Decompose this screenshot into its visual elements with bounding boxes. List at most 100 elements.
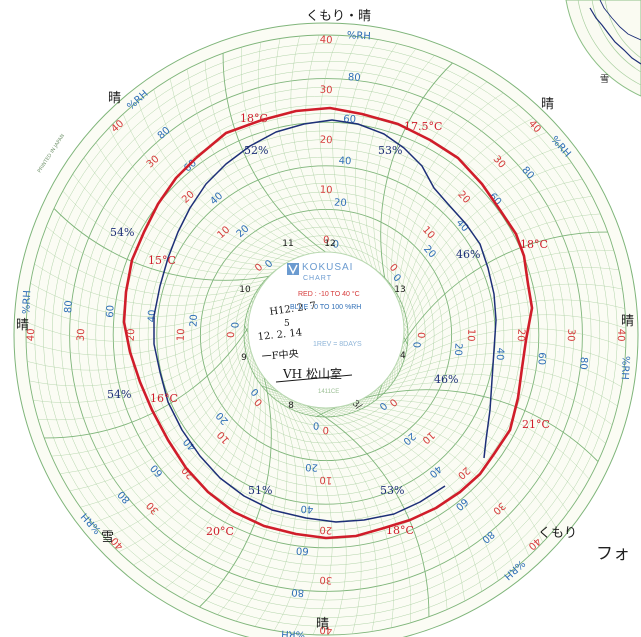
- weather-mark: 晴: [316, 617, 329, 632]
- secondary-weather-mark: 雪: [600, 74, 609, 85]
- rh-scale-label: 60: [105, 305, 117, 318]
- caption-fragment: フォ: [596, 544, 630, 564]
- rh-scale-label: 60: [535, 352, 547, 365]
- rh-scale-label: 80: [348, 72, 361, 84]
- room-underline: [275, 374, 353, 383]
- brand-name: KOKUSAI: [302, 262, 353, 273]
- rh-scale-label: 40: [494, 347, 506, 360]
- rh-scale-label: %RH: [281, 628, 306, 637]
- rh-scale-label: 0: [332, 239, 339, 250]
- temperature-note: 21°C: [522, 418, 550, 431]
- temp-scale-label: 10: [319, 474, 332, 486]
- humidity-note: 52%: [244, 144, 268, 157]
- grid-ring: [69, 78, 583, 592]
- blue-range-label: BLUE : 0 TO 100 %RH: [290, 304, 361, 311]
- temp-scale-label: 30: [76, 328, 88, 341]
- grid-ring: [112, 121, 540, 549]
- weather-mark: 晴: [621, 314, 634, 329]
- day-number: 8: [288, 401, 294, 411]
- humidity-note: 53%: [380, 484, 404, 497]
- weather-mark: くもり: [538, 526, 577, 541]
- temp-scale-label: 30: [319, 85, 332, 97]
- temp-scale-label: 20: [126, 328, 138, 341]
- location-floor: 一F中央: [261, 347, 299, 363]
- temp-scale-label: 40: [26, 328, 38, 341]
- temp-scale-label: 0: [322, 424, 329, 435]
- temperature-note: 18°C: [520, 238, 548, 251]
- kokusai-logo: KOKUSAI CHART: [287, 262, 353, 282]
- rh-scale-label: %RH: [21, 290, 33, 315]
- temp-scale-label: 10: [176, 328, 188, 341]
- temp-scale-label: 0: [226, 331, 237, 338]
- grid-ring: [199, 208, 453, 462]
- temp-scale-label: 20: [319, 524, 332, 536]
- temp-scale-label: 40: [615, 328, 627, 341]
- grid-ring: [182, 191, 470, 479]
- rh-scale-label: %RH: [619, 356, 631, 381]
- temp-scale-label: 0: [415, 332, 426, 339]
- rh-scale-label: 40: [338, 156, 351, 168]
- grid-ring: [130, 139, 522, 531]
- day-number: 12: [324, 239, 335, 249]
- humidity-note: 53%: [378, 144, 402, 157]
- temperature-note: 18°C: [240, 112, 268, 125]
- rh-scale-label: 80: [291, 586, 304, 598]
- red-range-label: RED : -10 TO 40 °C: [298, 290, 360, 298]
- rh-scale-label: 40: [300, 503, 313, 515]
- trace-annotations: 18°C 17.5°C 18°C 21°C 18°C 20°C 16°C 15°C 52% 53%…: [107, 112, 550, 538]
- rh-scale-label: 20: [452, 343, 464, 356]
- grid-ring: [86, 95, 566, 575]
- grid-ring: [43, 52, 609, 618]
- day-number: 10: [239, 285, 251, 295]
- weather-mark: 雪: [101, 530, 114, 545]
- temp-scale-label: 10: [465, 328, 477, 341]
- rh-scale-label: 20: [188, 314, 200, 327]
- grid-ring: [139, 148, 513, 522]
- humidity-note: 51%: [248, 484, 272, 497]
- rh-scale-label: 0: [230, 322, 241, 329]
- temperature-note: 15°C: [148, 254, 176, 267]
- grid-ring: [147, 156, 505, 514]
- brand-sub: CHART: [303, 275, 332, 282]
- grid-ring: [235, 244, 417, 426]
- temp-scale-label: 40: [319, 624, 332, 636]
- humidity-note: 46%: [434, 373, 458, 386]
- temperature-note: 18°C: [386, 524, 414, 537]
- humidity-note: 54%: [110, 226, 134, 239]
- temp-scale-label: 30: [319, 574, 332, 586]
- day-number: 9: [241, 353, 247, 363]
- weather-mark: 晴: [16, 318, 29, 333]
- day-number: 11: [282, 239, 293, 249]
- printed-in-japan: PRINTED IN JAPAN: [37, 133, 67, 174]
- day-number: 14: [394, 351, 406, 361]
- day-numbers: 12 13 14 8 9 10 11: [239, 239, 406, 411]
- grid-ring: [78, 87, 574, 583]
- grid-ring: [217, 226, 435, 444]
- grid-ring: [60, 69, 592, 601]
- humidity-note: 54%: [107, 388, 131, 401]
- rh-scale-label: %RH: [347, 30, 372, 42]
- temperature-note: 16°C: [150, 392, 178, 405]
- rh-scale-label: 20: [305, 461, 318, 473]
- grid-ring: [165, 174, 487, 496]
- temp-scale-label: 30: [565, 328, 577, 341]
- weather-mark: 晴: [541, 97, 554, 112]
- rh-scale-label: 40: [147, 309, 159, 322]
- temp-scale-label: 20: [515, 328, 527, 341]
- humidity-trace: [153, 119, 497, 523]
- temp-scale-label: 10: [319, 185, 332, 197]
- secondary-chart: 雪: [565, 0, 641, 97]
- temperature-note: 17.5°C: [404, 120, 442, 133]
- grid-ring: [191, 200, 461, 470]
- weather-mark: くもり・晴: [306, 9, 371, 24]
- temperature-note: 20°C: [206, 525, 234, 538]
- grid-ring: [95, 104, 557, 566]
- temp-scale-label: 40: [319, 35, 332, 47]
- grid-ring: [25, 34, 627, 636]
- revolution-label: 1REV = 8DAYS: [313, 341, 362, 348]
- grid-ring: [104, 113, 548, 557]
- grid-ring: [208, 217, 444, 453]
- weather-mark: 晴: [108, 91, 121, 106]
